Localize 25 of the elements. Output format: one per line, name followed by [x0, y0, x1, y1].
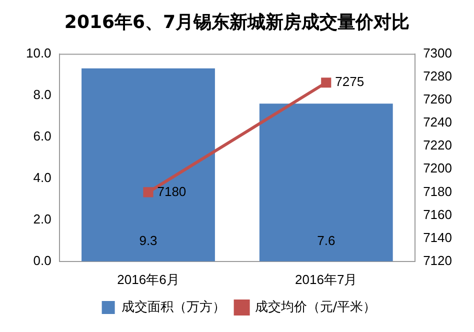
- data-label: 7180: [157, 184, 186, 199]
- legend-label: 成交均价（元/平米）: [254, 298, 376, 315]
- y2-tick-label: 7160: [423, 206, 452, 222]
- y-tick-label: 2.0: [33, 211, 52, 226]
- y2-tick-label: 7140: [423, 230, 452, 245]
- y2-tick-label: 7220: [423, 138, 452, 153]
- x-tick-label: 2016年6月: [117, 272, 180, 287]
- y2-tick-label: 7120: [423, 252, 452, 268]
- y2-tick-label: 7300: [423, 45, 452, 60]
- y-tick-label: 6.0: [33, 128, 52, 144]
- y2-tick-label: 7180: [423, 184, 452, 199]
- y2-tick-label: 7280: [423, 68, 452, 84]
- y2-tick-label: 7260: [423, 92, 452, 107]
- data-label: 9.3: [139, 232, 158, 248]
- data-label: 7.6: [317, 232, 336, 248]
- y-tick-label: 10.0: [26, 45, 52, 60]
- y-tick-label: 8.0: [33, 86, 52, 102]
- y2-tick-label: 7200: [423, 160, 452, 176]
- x-tick-label: 2016年7月: [295, 272, 358, 287]
- chart-title: 2016年6、7月锡东新城新房成交量价对比: [63, 11, 411, 35]
- y-tick-label: 4.0: [33, 170, 52, 185]
- y-tick-label: 0.0: [33, 252, 52, 268]
- y2-tick-label: 7240: [423, 114, 452, 130]
- data-label: 7275: [335, 74, 364, 90]
- legend-label: 成交面积（万方）: [121, 298, 226, 315]
